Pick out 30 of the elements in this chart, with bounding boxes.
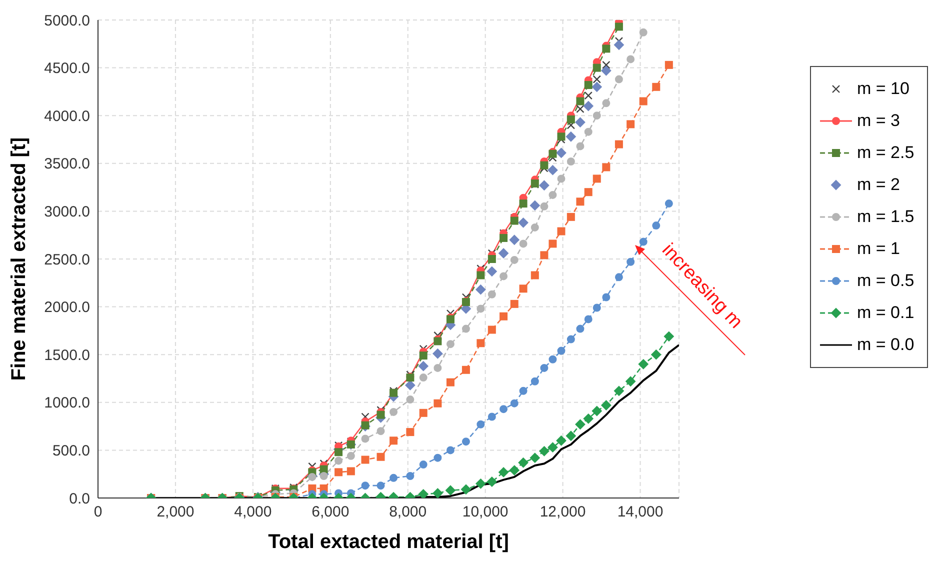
y-tick-label: 4500.0 (44, 60, 90, 78)
legend-label: m = 0.5 (857, 271, 914, 291)
legend-label: m = 2 (857, 175, 900, 195)
legend-label: m = 0.0 (857, 335, 914, 355)
legend-label: m = 1 (857, 239, 900, 259)
x-tick-label: 6,000 (312, 504, 350, 521)
y-tick-label: 1500.0 (44, 346, 90, 364)
y-tick-label: 4000.0 (44, 108, 90, 125)
legend-label: m = 3 (857, 111, 900, 131)
legend-label: m = 1.5 (857, 207, 914, 227)
y-tick-label: 500.0 (52, 442, 90, 460)
legend-label: m = 10 (857, 79, 910, 99)
x-tick-label: 4,000 (234, 504, 272, 521)
legend-label: m = 2.5 (857, 143, 914, 163)
y-tick-label: 1000.0 (44, 394, 90, 412)
y-tick-label: 2000.0 (44, 299, 90, 316)
x-tick-label: 12,000 (540, 504, 586, 521)
y-tick-label: 3000.0 (44, 204, 90, 221)
x-tick-label: 2,000 (156, 504, 194, 521)
x-tick-label: 0 (94, 504, 102, 521)
y-tick-label: 5000.0 (44, 12, 90, 30)
y-axis-title: Fine material extracted [t] (8, 137, 30, 381)
y-tick-label: 3500.0 (44, 156, 90, 173)
x-tick-label: 10,000 (462, 504, 508, 521)
x-tick-label: 8,000 (389, 504, 427, 521)
x-axis-title: Total extacted material [t] (268, 531, 509, 553)
y-tick-label: 0.0 (69, 490, 90, 508)
legend-label: m = 0.1 (857, 303, 914, 323)
y-tick-label: 2500.0 (44, 251, 90, 268)
x-tick-label: 14,000 (617, 504, 664, 521)
